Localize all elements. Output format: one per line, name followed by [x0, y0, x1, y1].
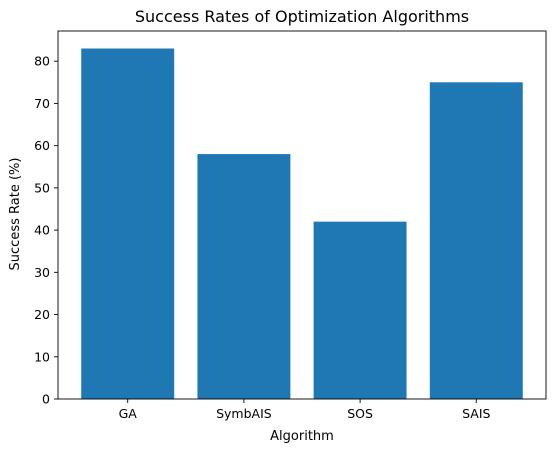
y-tick-label: 50 — [34, 180, 50, 195]
plot-frame — [57, 30, 547, 400]
bar-symbais — [197, 154, 291, 399]
y-tick-label: 80 — [34, 54, 50, 69]
bar-ga — [81, 48, 175, 400]
y-tick-label: 0 — [42, 392, 50, 407]
y-tick-label: 40 — [34, 223, 50, 238]
chart-title: Success Rates of Optimization Algorithms — [135, 7, 469, 26]
x-tick-label: SymbAIS — [216, 406, 272, 421]
y-tick-label: 20 — [34, 307, 50, 322]
bar-sos — [313, 221, 407, 399]
x-tick-label: SAIS — [462, 406, 490, 421]
y-tick-label: 30 — [34, 265, 50, 280]
x-axis-label: Algorithm — [270, 429, 334, 444]
y-tick-label: 60 — [34, 138, 50, 153]
x-tick-label: SOS — [347, 406, 373, 421]
y-tick-label: 10 — [34, 349, 50, 364]
y-axis-label: Success Rate (%) — [8, 158, 23, 271]
plot-area: 0 10 20 30 40 50 60 70 80 GA SymbAIS SOS SAIS — [34, 30, 547, 421]
x-tick-label: GA — [119, 406, 138, 421]
y-tick-label: 70 — [34, 96, 50, 111]
bar-sais — [429, 82, 523, 400]
